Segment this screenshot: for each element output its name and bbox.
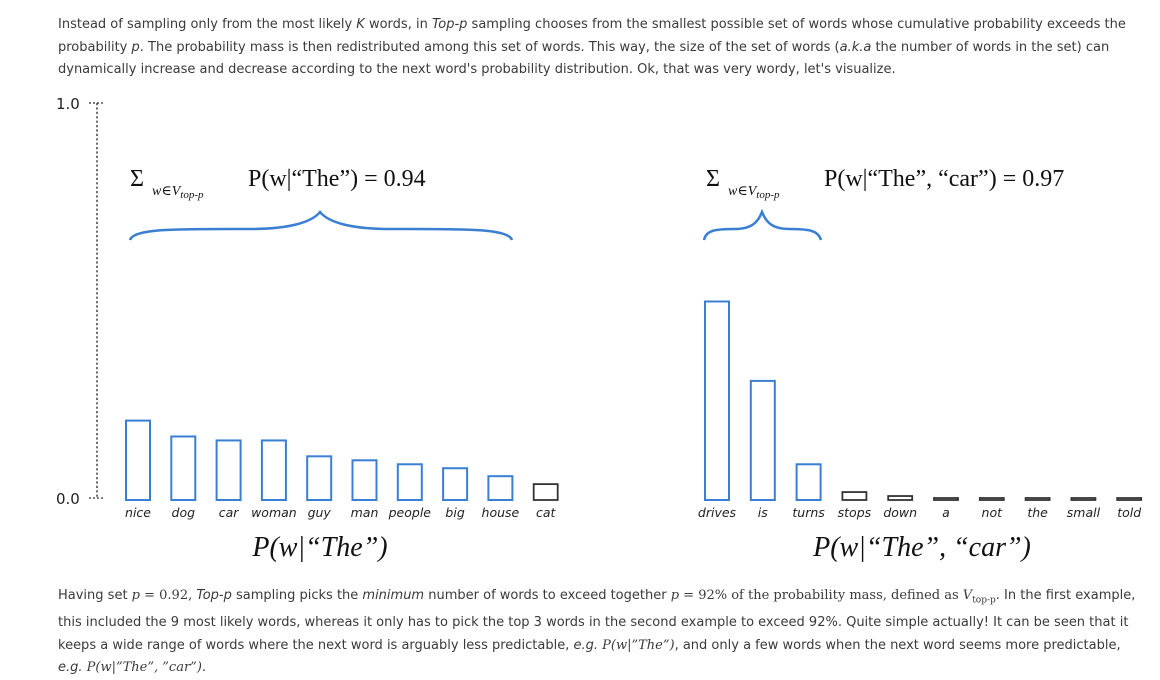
intro-p-var: p [131, 39, 140, 55]
outro-v-var: V [962, 588, 973, 603]
outro-eg: e.g. [573, 637, 599, 653]
right-bar-small [1070, 497, 1097, 501]
left-tick-label: car [219, 505, 240, 520]
intro-topp-term: Top-p [431, 17, 468, 32]
right-tick-label: turns [792, 505, 825, 520]
left-bar-cat [532, 483, 559, 501]
left-bar-big [442, 467, 469, 501]
right-chart-caption: P(w|“The”, “car”) [812, 532, 1031, 563]
outro-topp-term: Top-p [196, 588, 232, 603]
right-bar-stops [841, 491, 868, 501]
right-bar-turns [795, 463, 822, 501]
left-formula-expr: P(w|“The”) = 0.94 [248, 166, 426, 192]
left-bar-man [351, 459, 378, 501]
right-bar-not [978, 497, 1005, 501]
outro-text: = 0.92, [140, 588, 197, 603]
left-formula-sub: w∈Vtop-p [152, 184, 204, 201]
intro-k-var: K [356, 17, 365, 32]
intro-text: sampling chooses from the smallest possi… [58, 17, 1126, 55]
left-tick-label: house [482, 505, 520, 520]
left-tick-label: man [351, 505, 379, 520]
left-bar-car [215, 439, 242, 502]
right-bar-down [887, 495, 914, 501]
y-axis: 1.0 0.0 [56, 95, 105, 508]
outro-p-var: p [670, 588, 680, 603]
left-tick-label: dog [172, 505, 196, 520]
right-tick-label: stops [838, 505, 872, 520]
right-formula-expr: P(w|“The”, “car”) = 0.97 [824, 166, 1064, 192]
left-tick-label: woman [251, 505, 297, 520]
right-bar-the [1024, 497, 1051, 501]
outro-v-sub: top-p [972, 595, 996, 606]
intro-text: the number of words in the set) can dyna… [58, 39, 1110, 78]
outro-p-var: p [131, 588, 140, 603]
right-tick-label: told [1117, 505, 1141, 520]
outro-text: = 92% of the probability mass, defined a… [679, 588, 963, 603]
right-tick-label: is [758, 505, 768, 520]
left-tick-label: cat [536, 505, 557, 520]
intro-text: Instead of sampling only from the most l… [58, 17, 357, 32]
left-bar-guy [306, 455, 333, 501]
y-tick-top: 1.0 [56, 95, 80, 113]
left-formula: Σ w∈Vtop-p P(w|“The”) = 0.94 [130, 166, 426, 201]
right-bar-a [933, 497, 959, 501]
right-tick-label: drives [698, 505, 737, 520]
right-tick-label: the [1027, 505, 1048, 520]
outro-text: Having set [58, 588, 132, 603]
intro-text: . The probability mass is then redistrib… [139, 39, 840, 55]
outro-text: . In the first example, this included th… [58, 588, 1136, 653]
right-tick-label: down [883, 505, 917, 520]
outro-minimum: minimum [362, 588, 425, 603]
intro-text: words, in [364, 17, 432, 32]
right-bar-drives [704, 300, 730, 501]
outro-paragraph: Having set p = 0.92, Top-p sampling pick… [58, 585, 1138, 680]
right-bar-told [1116, 497, 1143, 501]
right-tick-label: not [982, 505, 1004, 520]
right-formula: Σ w∈Vtop-p P(w|“The”, “car”) = 0.97 [706, 166, 1064, 201]
left-brace [128, 210, 514, 241]
intro-paragraph: Instead of sampling only from the most l… [58, 14, 1138, 82]
outro-text: number of words to exceed together [424, 588, 671, 603]
right-formula-sub: w∈Vtop-p [728, 184, 780, 201]
right-tick-label: small [1067, 505, 1101, 520]
left-bar-house [487, 475, 514, 501]
left-tick-label: big [445, 505, 464, 520]
left-bar-woman [260, 439, 287, 502]
left-chart: nice dog car woman guy man people big house cat [125, 419, 559, 520]
outro-text: , and only a few words when the next wor… [674, 637, 1121, 653]
right-brace [702, 208, 823, 241]
y-tick-bottom: 0.0 [56, 490, 80, 508]
left-tick-label: nice [125, 505, 151, 520]
left-bar-people [396, 463, 423, 501]
left-bar-dog [170, 435, 197, 502]
left-tick-label: people [388, 505, 432, 520]
outro-text: sampling picks the [231, 588, 363, 603]
right-tick-label: a [942, 505, 950, 520]
right-chart: drives is turns stops down a not the small told [698, 300, 1143, 520]
intro-aka: a.k.a [839, 39, 872, 55]
left-chart-caption: P(w|“The”) [251, 532, 387, 563]
left-bar-nice [125, 419, 151, 502]
right-bar-is [749, 379, 776, 501]
right-formula-sum: Σ [706, 166, 720, 192]
outro-math: P(w|”The”) [598, 637, 675, 653]
left-tick-label: guy [308, 505, 332, 520]
left-formula-sum: Σ [130, 166, 144, 192]
